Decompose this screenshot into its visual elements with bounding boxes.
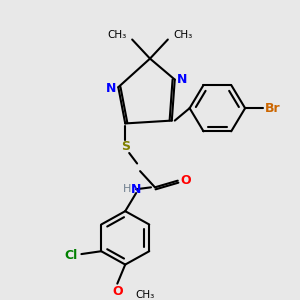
Text: O: O (112, 285, 123, 298)
Text: N: N (106, 82, 116, 95)
Text: S: S (121, 140, 130, 153)
Text: CH₃: CH₃ (174, 30, 193, 40)
Text: O: O (180, 174, 191, 187)
Text: CH₃: CH₃ (135, 290, 154, 300)
Text: Br: Br (265, 102, 281, 115)
Text: H: H (123, 184, 131, 194)
Text: Cl: Cl (65, 248, 78, 262)
Text: N: N (176, 73, 187, 86)
Text: CH₃: CH₃ (107, 30, 126, 40)
Text: N: N (131, 183, 141, 196)
